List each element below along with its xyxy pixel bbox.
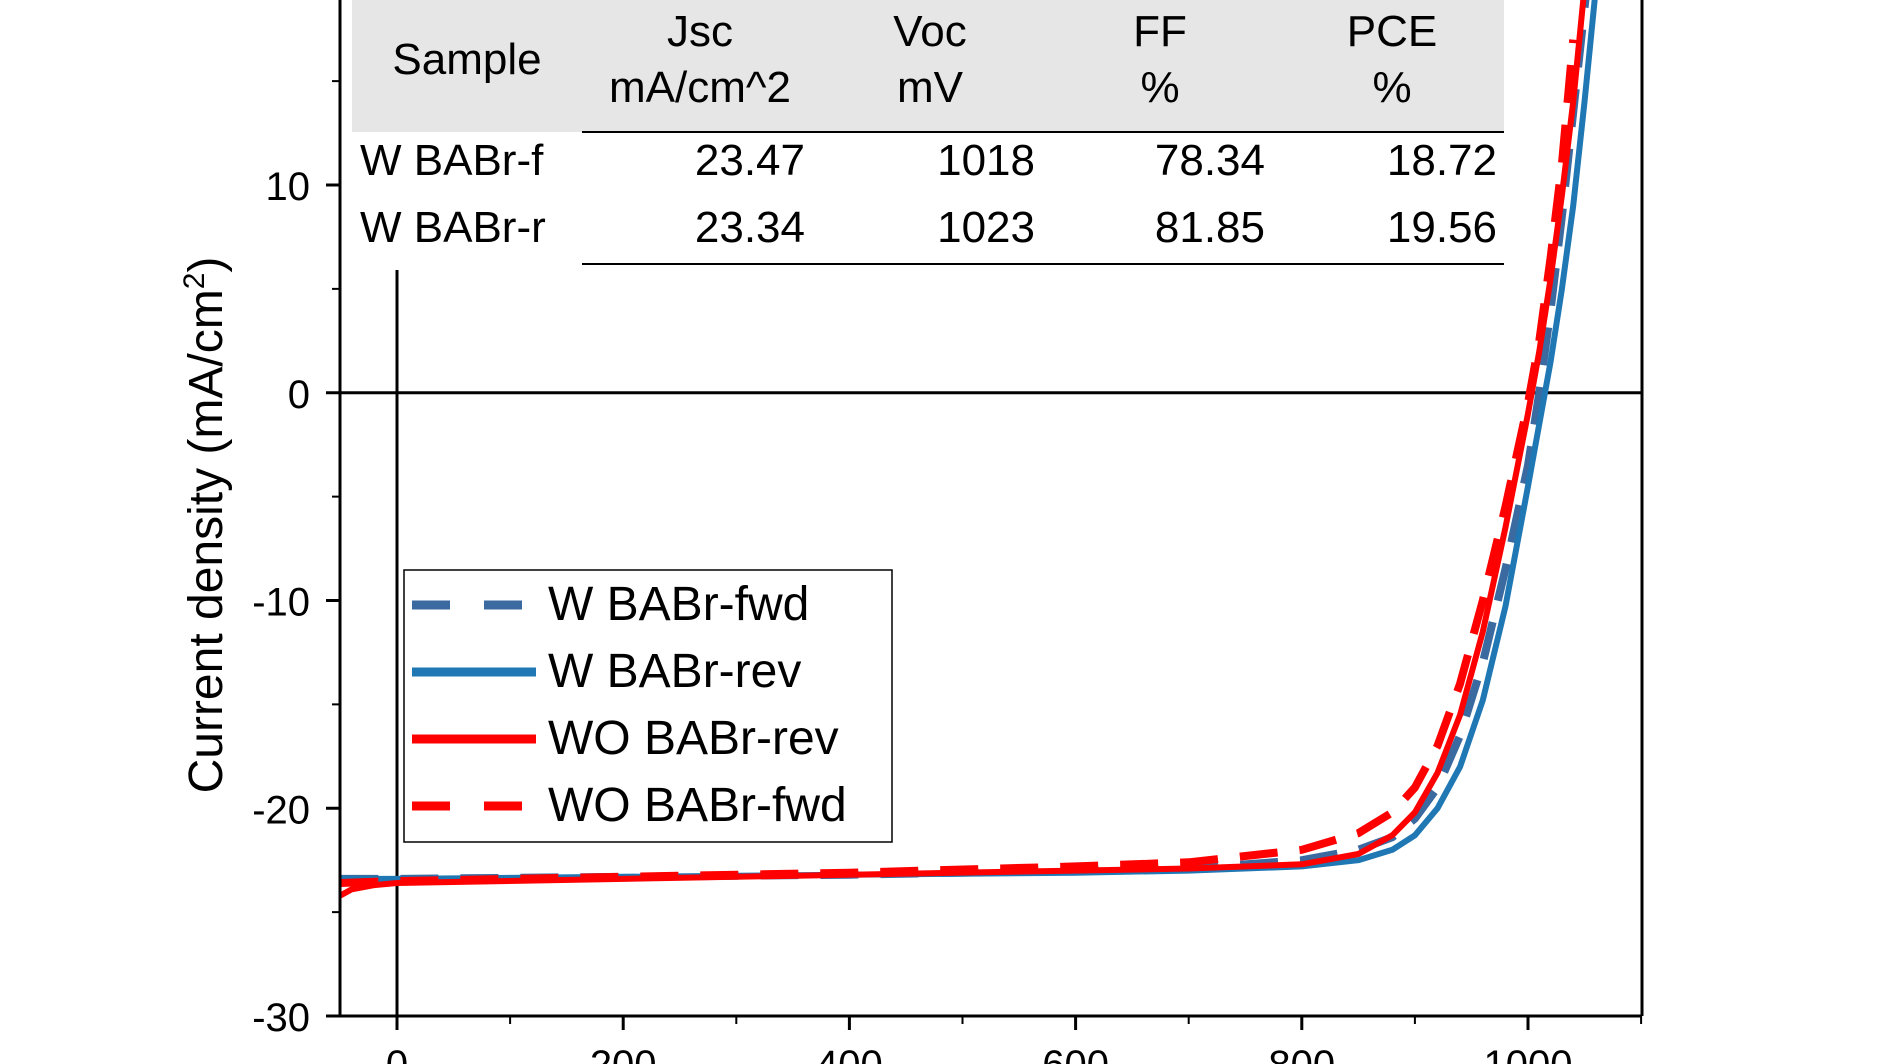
table-header-jsc: Jsc <box>667 7 733 56</box>
table-row1-pce: 18.72 <box>1387 136 1497 185</box>
table-row2-ff: 81.85 <box>1155 203 1265 252</box>
table-row2-voc: 1023 <box>937 203 1035 252</box>
y-tick-label: 10 <box>266 165 311 209</box>
table-row1-sample: W BABr-f <box>360 136 544 185</box>
table-row2-pce: 19.56 <box>1387 203 1497 252</box>
table-header-background <box>352 0 1504 132</box>
y-axis-title: Current density (mA/cm2) <box>178 257 233 794</box>
y-axis-title-main: Current density (mA/cm <box>180 289 233 793</box>
table-row1-ff: 78.34 <box>1155 136 1265 185</box>
reference-lines <box>340 270 1642 1016</box>
results-table: Sample Jsc mA/cm^2 Voc mV FF % PCE % W B… <box>352 0 1504 265</box>
y-axis-title-superscript: 2 <box>178 273 211 290</box>
legend: W BABr-fwd W BABr-rev WO BABr-rev WO BAB… <box>403 569 893 843</box>
legend-label-w-babr-fwd: W BABr-fwd <box>548 578 809 631</box>
table-row2-sample: W BABr-r <box>360 203 546 252</box>
x-tick-label: 1000 <box>1484 1043 1573 1064</box>
table-row2-jsc: 23.34 <box>695 203 805 252</box>
table-header-jsc-unit: mA/cm^2 <box>609 63 791 112</box>
y-tick-label: -10 <box>252 581 310 625</box>
x-tick-label: 600 <box>1042 1043 1109 1064</box>
series-layer <box>340 0 1598 899</box>
x-tick-label: 0 <box>386 1043 408 1064</box>
table-header-pce: PCE <box>1347 7 1437 56</box>
legend-label-w-babr-rev: W BABr-rev <box>548 645 801 698</box>
table-header-ff: FF <box>1133 7 1187 56</box>
axes: -30-20-1001002004006008001000 <box>252 0 1644 1064</box>
table-header-sample: Sample <box>392 35 541 84</box>
x-tick-label: 200 <box>590 1043 657 1064</box>
series-line-wo-babr-fwd <box>340 39 1578 887</box>
table-header-voc: Voc <box>893 7 966 56</box>
legend-box <box>403 569 893 843</box>
y-tick-label: 0 <box>288 373 310 417</box>
table-header-ff-unit: % <box>1140 63 1179 112</box>
table-header-pce-unit: % <box>1372 63 1411 112</box>
x-tick-label: 800 <box>1268 1043 1335 1064</box>
legend-label-wo-babr-fwd: WO BABr-fwd <box>548 779 847 832</box>
y-tick-label: -20 <box>252 788 310 832</box>
y-axis-title-close: ) <box>180 257 233 273</box>
legend-label-wo-babr-rev: WO BABr-rev <box>548 712 839 765</box>
table-row1-voc: 1018 <box>937 136 1035 185</box>
y-tick-label: -30 <box>252 996 310 1040</box>
x-tick-label: 400 <box>816 1043 883 1064</box>
table-row1-jsc: 23.47 <box>695 136 805 185</box>
table-header-voc-unit: mV <box>897 63 964 112</box>
